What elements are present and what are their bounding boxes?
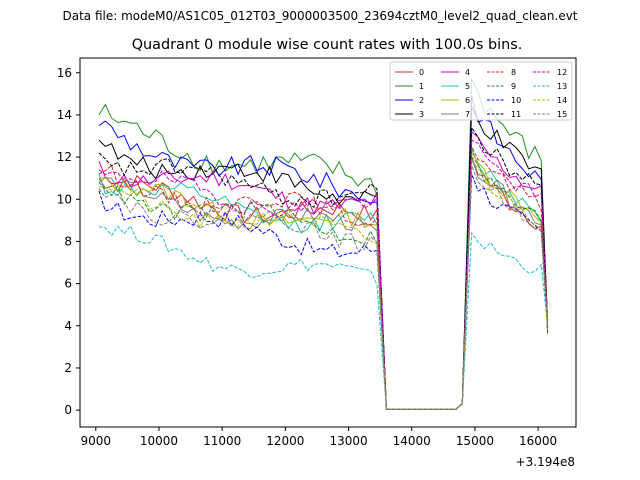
- x-tick-label: 15000: [456, 434, 494, 448]
- series-line-8: [98, 146, 549, 410]
- legend-label: 0: [419, 68, 424, 77]
- y-tick-label: 0: [64, 403, 72, 417]
- y-tick-label: 6: [64, 277, 72, 291]
- axis-layer: 9000 10000 11000 12000 13000 14000 15000 16000 0…: [57, 66, 557, 448]
- legend-label: 15: [557, 110, 567, 119]
- series-line-5: [98, 148, 549, 410]
- x-tick-label: 9000: [81, 434, 112, 448]
- y-tick-label: 2: [64, 361, 72, 375]
- x-tick-label: 10000: [140, 434, 178, 448]
- legend-label: 10: [511, 96, 521, 105]
- legend-label: 2: [419, 96, 424, 105]
- series-line-14: [98, 160, 549, 410]
- series-line-11: [98, 126, 549, 410]
- figure-suptitle: Data file: modeM0/AS1C05_012T03_90000035…: [62, 9, 577, 23]
- legend-label: 8: [511, 68, 516, 77]
- chart-title: Quadrant 0 module wise count rates with …: [132, 37, 523, 53]
- plot-frame: [79, 57, 577, 428]
- y-tick-label: 8: [64, 234, 72, 248]
- series-line-10: [98, 173, 549, 410]
- y-tick-label: 14: [57, 108, 72, 122]
- series-line-4: [98, 130, 549, 410]
- legend-label: 3: [419, 110, 424, 119]
- x-tick-label: 12000: [266, 434, 304, 448]
- series-layer: [98, 77, 549, 410]
- legend-label: 14: [557, 96, 567, 105]
- series-line-12: [98, 139, 549, 410]
- series-line-7: [98, 156, 549, 410]
- legend-label: 7: [465, 110, 470, 119]
- x-tick-label: 14000: [393, 434, 431, 448]
- x-tick-label: 16000: [519, 434, 557, 448]
- y-tick-label: 10: [57, 192, 72, 206]
- x-tick-label: 13000: [329, 434, 367, 448]
- legend-label: 1: [419, 82, 424, 91]
- series-line-13: [98, 224, 549, 410]
- x-tick-label: 11000: [203, 434, 241, 448]
- legend-label: 6: [465, 96, 470, 105]
- y-tick-label: 16: [57, 66, 72, 80]
- x-offset-label: +3.194e8: [516, 455, 575, 469]
- legend-box: [389, 61, 573, 121]
- legend-label: 11: [511, 110, 521, 119]
- y-tick-label: 4: [64, 319, 72, 333]
- legend-label: 13: [557, 82, 567, 91]
- legend-label: 9: [511, 82, 516, 91]
- series-line-6: [98, 151, 549, 410]
- legend-label: 12: [557, 68, 567, 77]
- legend-label: 5: [465, 82, 470, 91]
- legend-label: 4: [465, 68, 470, 77]
- series-line-15: [98, 165, 549, 410]
- y-tick-label: 12: [57, 150, 72, 164]
- series-line-3: [98, 106, 549, 410]
